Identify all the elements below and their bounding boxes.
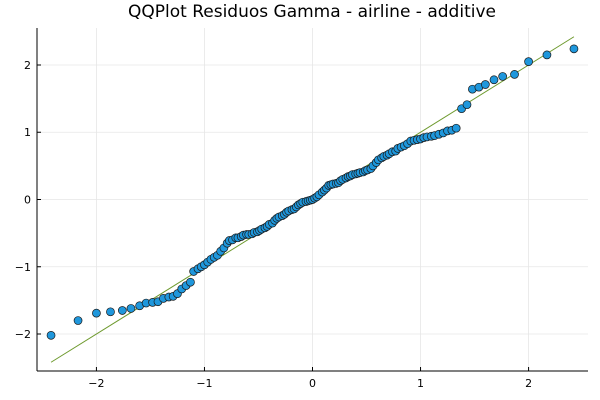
- data-point: [510, 70, 519, 79]
- x-tick-label: 0: [309, 377, 316, 390]
- data-point: [481, 80, 490, 89]
- data-point: [489, 75, 499, 85]
- y-tick-label: −2: [15, 328, 31, 341]
- y-tick-label: −1: [15, 261, 31, 274]
- data-point: [524, 57, 533, 66]
- y-tick-label: 0: [24, 194, 31, 207]
- data-point: [542, 50, 552, 60]
- x-tick-label: 2: [525, 377, 532, 390]
- data-point: [73, 316, 83, 325]
- y-tick-label: 1: [24, 126, 31, 139]
- data-point: [106, 307, 115, 317]
- data-point: [186, 277, 195, 287]
- data-point: [46, 331, 56, 340]
- axes: [36, 28, 588, 372]
- x-tick-label: −1: [196, 377, 212, 390]
- data-point: [118, 306, 127, 315]
- data-point: [92, 308, 101, 318]
- chart-title: QQPlot Residuos Gamma - airline - additi…: [128, 2, 496, 22]
- y-tick-label: 2: [24, 59, 31, 72]
- data-point: [498, 72, 507, 81]
- data-point: [126, 304, 136, 313]
- x-tick-label: −2: [88, 377, 104, 390]
- data-points: [46, 44, 579, 340]
- data-point: [451, 123, 461, 133]
- grid-lines: [37, 28, 588, 371]
- x-tick-label: 1: [417, 377, 424, 390]
- data-point: [569, 44, 579, 54]
- tick-labels: −2 −1 0 1 2 −2 −1 0 1 2: [15, 59, 532, 390]
- data-point: [462, 100, 472, 110]
